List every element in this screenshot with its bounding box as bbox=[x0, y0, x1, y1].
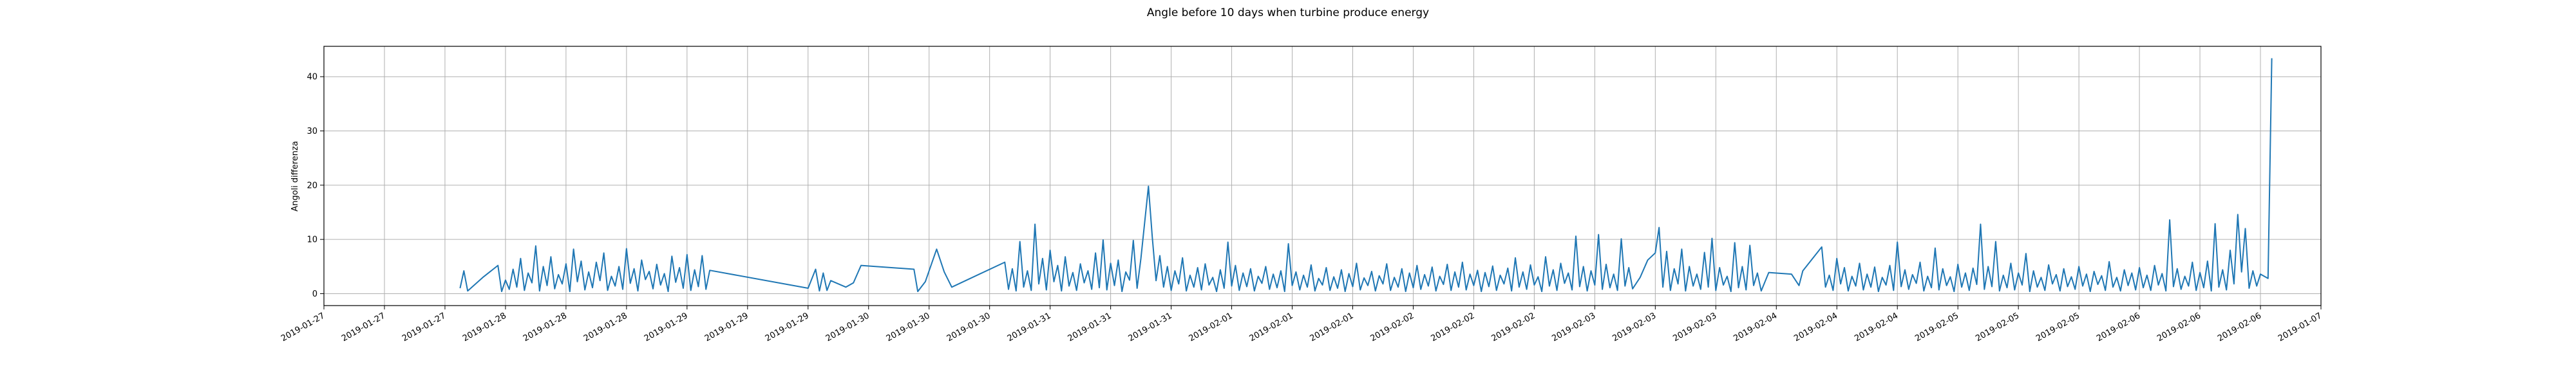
x-tick-label: 2019-01-28 bbox=[522, 311, 569, 344]
x-tick-label: 2019-01-27 bbox=[279, 311, 327, 344]
x-tick-label: 2019-02-02 bbox=[1490, 311, 1537, 344]
x-tick-label: 2019-01-29 bbox=[703, 311, 750, 344]
y-tick-label: 40 bbox=[307, 73, 317, 82]
x-tick-label: 2019-02-05 bbox=[1913, 311, 1960, 344]
series-line bbox=[459, 58, 2273, 293]
x-tick-label: 2019-02-06 bbox=[2216, 311, 2263, 344]
x-tick-label: 2019-02-05 bbox=[1974, 311, 2021, 344]
x-tick-label: 2019-02-03 bbox=[1671, 311, 1718, 344]
x-tick-label: 2019-02-03 bbox=[1611, 311, 1658, 344]
x-tick-label: 2019-02-05 bbox=[2034, 311, 2081, 344]
x-tick-label: 2019-01-29 bbox=[643, 311, 690, 344]
y-tick-label: 20 bbox=[307, 181, 317, 190]
x-tick-label: 2019-02-01 bbox=[1188, 311, 1235, 344]
x-tick-label: 2019-01-29 bbox=[764, 311, 811, 344]
x-axis: 2019-01-27 2019-01-27 2019-01-27 2019-01-28… bbox=[279, 306, 2324, 344]
series-layer bbox=[459, 58, 2273, 293]
x-tick-label: 2019-01-28 bbox=[582, 311, 629, 344]
y-tick-label: 10 bbox=[307, 235, 317, 245]
x-tick-label: 2019-02-04 bbox=[1853, 311, 1900, 344]
x-tick-label: 2019-01-28 bbox=[461, 311, 508, 344]
x-tick-label: 2019-02-06 bbox=[2155, 311, 2202, 344]
grid bbox=[323, 46, 2322, 306]
x-tick-label: 2019-01-31 bbox=[1006, 311, 1053, 344]
x-tick-label: 2019-02-02 bbox=[1369, 311, 1416, 344]
x-tick-label: 2019-02-03 bbox=[1550, 311, 1597, 344]
x-tick-label: 2019-02-01 bbox=[1248, 311, 1295, 344]
x-tick-label: 2019-01-27 bbox=[340, 311, 387, 344]
y-tick-label: 0 bbox=[312, 290, 317, 299]
x-tick-label: 2019-02-01 bbox=[1309, 311, 1356, 344]
x-tick-label: 2019-01-27 bbox=[401, 311, 448, 344]
x-tick-label: 2019-02-04 bbox=[1732, 311, 1779, 344]
x-tick-label: 2019-01-30 bbox=[945, 311, 992, 344]
x-tick-label: 2019-01-30 bbox=[885, 311, 932, 344]
x-tick-label: 2019-01-07 bbox=[2277, 311, 2324, 344]
y-tick-label: 30 bbox=[307, 127, 317, 136]
y-axis-label: Angoli differenza bbox=[290, 141, 300, 212]
y-axis: 0 10 20 30 40 bbox=[307, 73, 324, 299]
x-tick-label: 2019-01-31 bbox=[1127, 311, 1174, 344]
x-tick-label: 2019-02-02 bbox=[1429, 311, 1476, 344]
x-tick-label: 2019-02-06 bbox=[2095, 311, 2142, 344]
x-tick-label: 2019-01-30 bbox=[824, 311, 871, 344]
plot-frame bbox=[323, 46, 2322, 306]
x-tick-label: 2019-01-31 bbox=[1066, 311, 1113, 344]
chart-title: Angle before 10 days when turbine produc… bbox=[1146, 6, 1430, 19]
x-tick-label: 2019-02-04 bbox=[1792, 311, 1839, 344]
